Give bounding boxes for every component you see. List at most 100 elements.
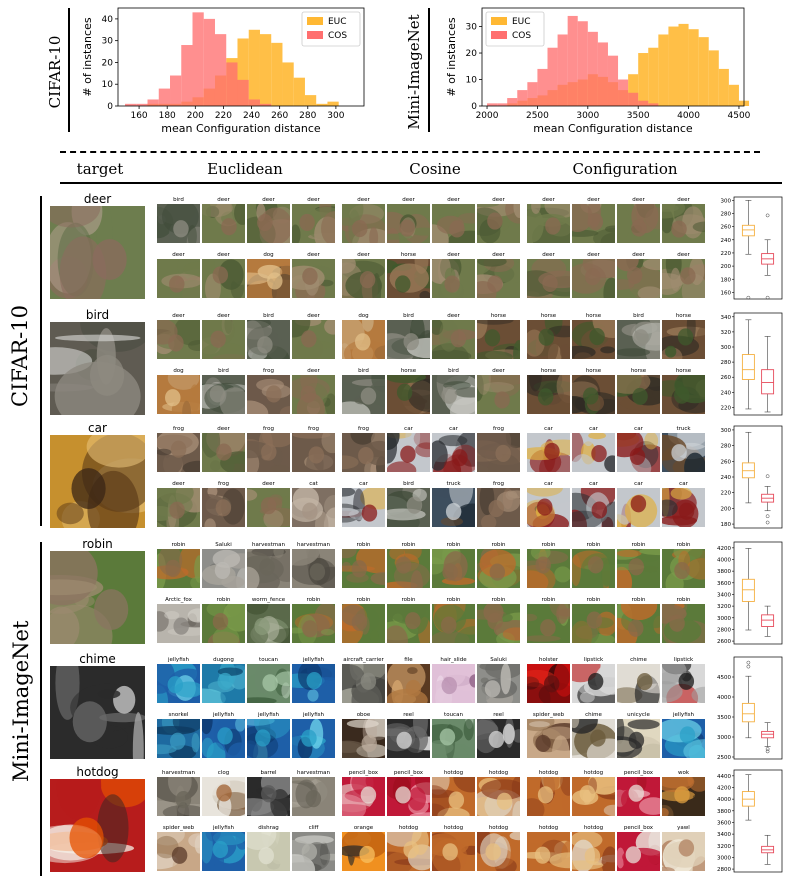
neighbor-class-label: lipstick (583, 657, 604, 663)
thumb-patch (247, 798, 275, 816)
boxplot-y-tick-label: 3600 (717, 820, 731, 826)
neighbor-class-label: chime (630, 657, 647, 663)
y-tick-label: 20 (466, 49, 478, 59)
neighbor-class-label: bird (173, 197, 184, 203)
neighbor-class-label: dog (173, 368, 184, 374)
neighbor-thumb-cosine: car (432, 426, 475, 472)
neighbor-class-label: deer (262, 481, 275, 487)
thumb-subject (582, 387, 599, 405)
neighbor-class-label: truck (446, 481, 461, 487)
neighbor-class-label: deer (307, 197, 320, 203)
neighbor-class-label: Saluki (215, 542, 232, 548)
thumb-patch (321, 433, 335, 454)
thumbnail-image (527, 320, 570, 359)
boxplot-y-tick-label: 3500 (717, 715, 731, 721)
hist-bar (237, 38, 249, 106)
boxplot-y-tick-label: 280 (721, 211, 732, 217)
thumb-patch (370, 629, 379, 643)
thumbnail-image (527, 777, 570, 816)
neighbor-thumb-configuration: car (572, 426, 615, 472)
thumb-patch (469, 674, 475, 688)
neighbor-class-label: deer (492, 368, 505, 374)
thumbnail-image (247, 488, 290, 527)
hist-bar (487, 103, 498, 106)
x-tick-label: 300 (327, 111, 344, 121)
neighbor-thumb-configuration: deer (527, 197, 570, 243)
neighbor-class-label: bird (403, 481, 414, 487)
thumb-subject (535, 556, 551, 574)
thumb-patch (292, 854, 316, 871)
neighbor-class-label: robin (676, 597, 691, 603)
thumbnail-image (617, 664, 660, 703)
hist-bar (618, 79, 629, 106)
thumb-patch (539, 433, 570, 438)
thumb-subject (261, 443, 277, 461)
thumb-patch (342, 259, 356, 274)
neighbor-thumb-euclidean: jellyfish (292, 657, 335, 703)
neighbor-class-label: orange (353, 825, 374, 831)
thumb-subject (306, 671, 323, 690)
thumb-subject (399, 219, 415, 237)
section-rule-mini (40, 542, 42, 876)
thumbnail-image (432, 664, 475, 703)
neighbor-thumb-euclidean: deer (292, 197, 335, 243)
boxplot-y-tick-label: 4400 (717, 774, 731, 780)
neighbor-class-label: deer (307, 368, 320, 374)
neighbor-thumb-configuration: car (527, 481, 570, 527)
neighbor-thumb-cosine: deer (477, 252, 520, 298)
hist-bar (537, 68, 548, 106)
thumbnail-image (572, 375, 615, 414)
thumb-patch (572, 620, 593, 643)
neighbor-thumb-cosine: aircraft_carrier (342, 657, 385, 703)
thumb-patch (637, 743, 660, 758)
thumb-patch (572, 396, 588, 414)
thumb-subject (359, 845, 375, 864)
thumb-subject (175, 791, 192, 809)
thumb-patch (162, 805, 200, 816)
thumbnail-image (662, 259, 705, 298)
thumbnail-image (477, 433, 520, 472)
thumb-patch (542, 726, 570, 740)
neighbor-thumb-euclidean: spider_web (157, 825, 200, 871)
thumb-patch (189, 384, 200, 412)
dashed-separator (60, 151, 760, 153)
thumbnail-image (50, 322, 145, 415)
thumb-subject (406, 496, 423, 514)
boxplot-frame (733, 769, 783, 873)
neighbor-thumb-euclidean: dishrag (247, 825, 290, 871)
thumb-subject (677, 328, 694, 346)
thumbnail-image (387, 375, 430, 414)
neighbor-class-label: deer (447, 313, 460, 319)
thumb-patch (351, 682, 383, 703)
neighbor-class-label: dog (263, 252, 274, 258)
thumbnail-image (157, 259, 200, 298)
neighbor-class-label: truck (676, 426, 691, 432)
neighbor-thumb-cosine: car (342, 481, 385, 527)
boxplot-outlier (765, 514, 770, 519)
thumb-subject (448, 791, 465, 809)
neighbor-thumb-euclidean: bird (247, 313, 290, 359)
thumb-patch (54, 334, 141, 342)
thumb-patch (97, 689, 121, 699)
thumb-subject (355, 333, 371, 351)
thumb-subject (674, 561, 690, 580)
thumb-subject (445, 502, 462, 521)
plot-frame (481, 7, 745, 107)
boxplot-y-tick-label: 2800 (717, 627, 731, 633)
neighbor-class-label: harvestman (297, 770, 330, 776)
neighbor-thumb-cosine: robin (387, 542, 430, 588)
x-tick-label: 240 (243, 111, 260, 121)
hist-bar (607, 55, 619, 106)
thumb-patch (617, 205, 631, 242)
thumb-patch (202, 204, 211, 225)
neighbor-class-label: deer (172, 481, 185, 487)
thumb-patch (617, 566, 633, 588)
neighbor-class-label: frog (263, 426, 274, 432)
thumb-patch (549, 852, 570, 869)
thumb-patch (227, 742, 245, 758)
thumb-patch (617, 549, 642, 558)
thumb-patch (477, 375, 484, 402)
neighbor-class-label: spider_web (532, 712, 565, 718)
thumb-patch (413, 719, 428, 739)
thumbnail-image (342, 604, 385, 643)
